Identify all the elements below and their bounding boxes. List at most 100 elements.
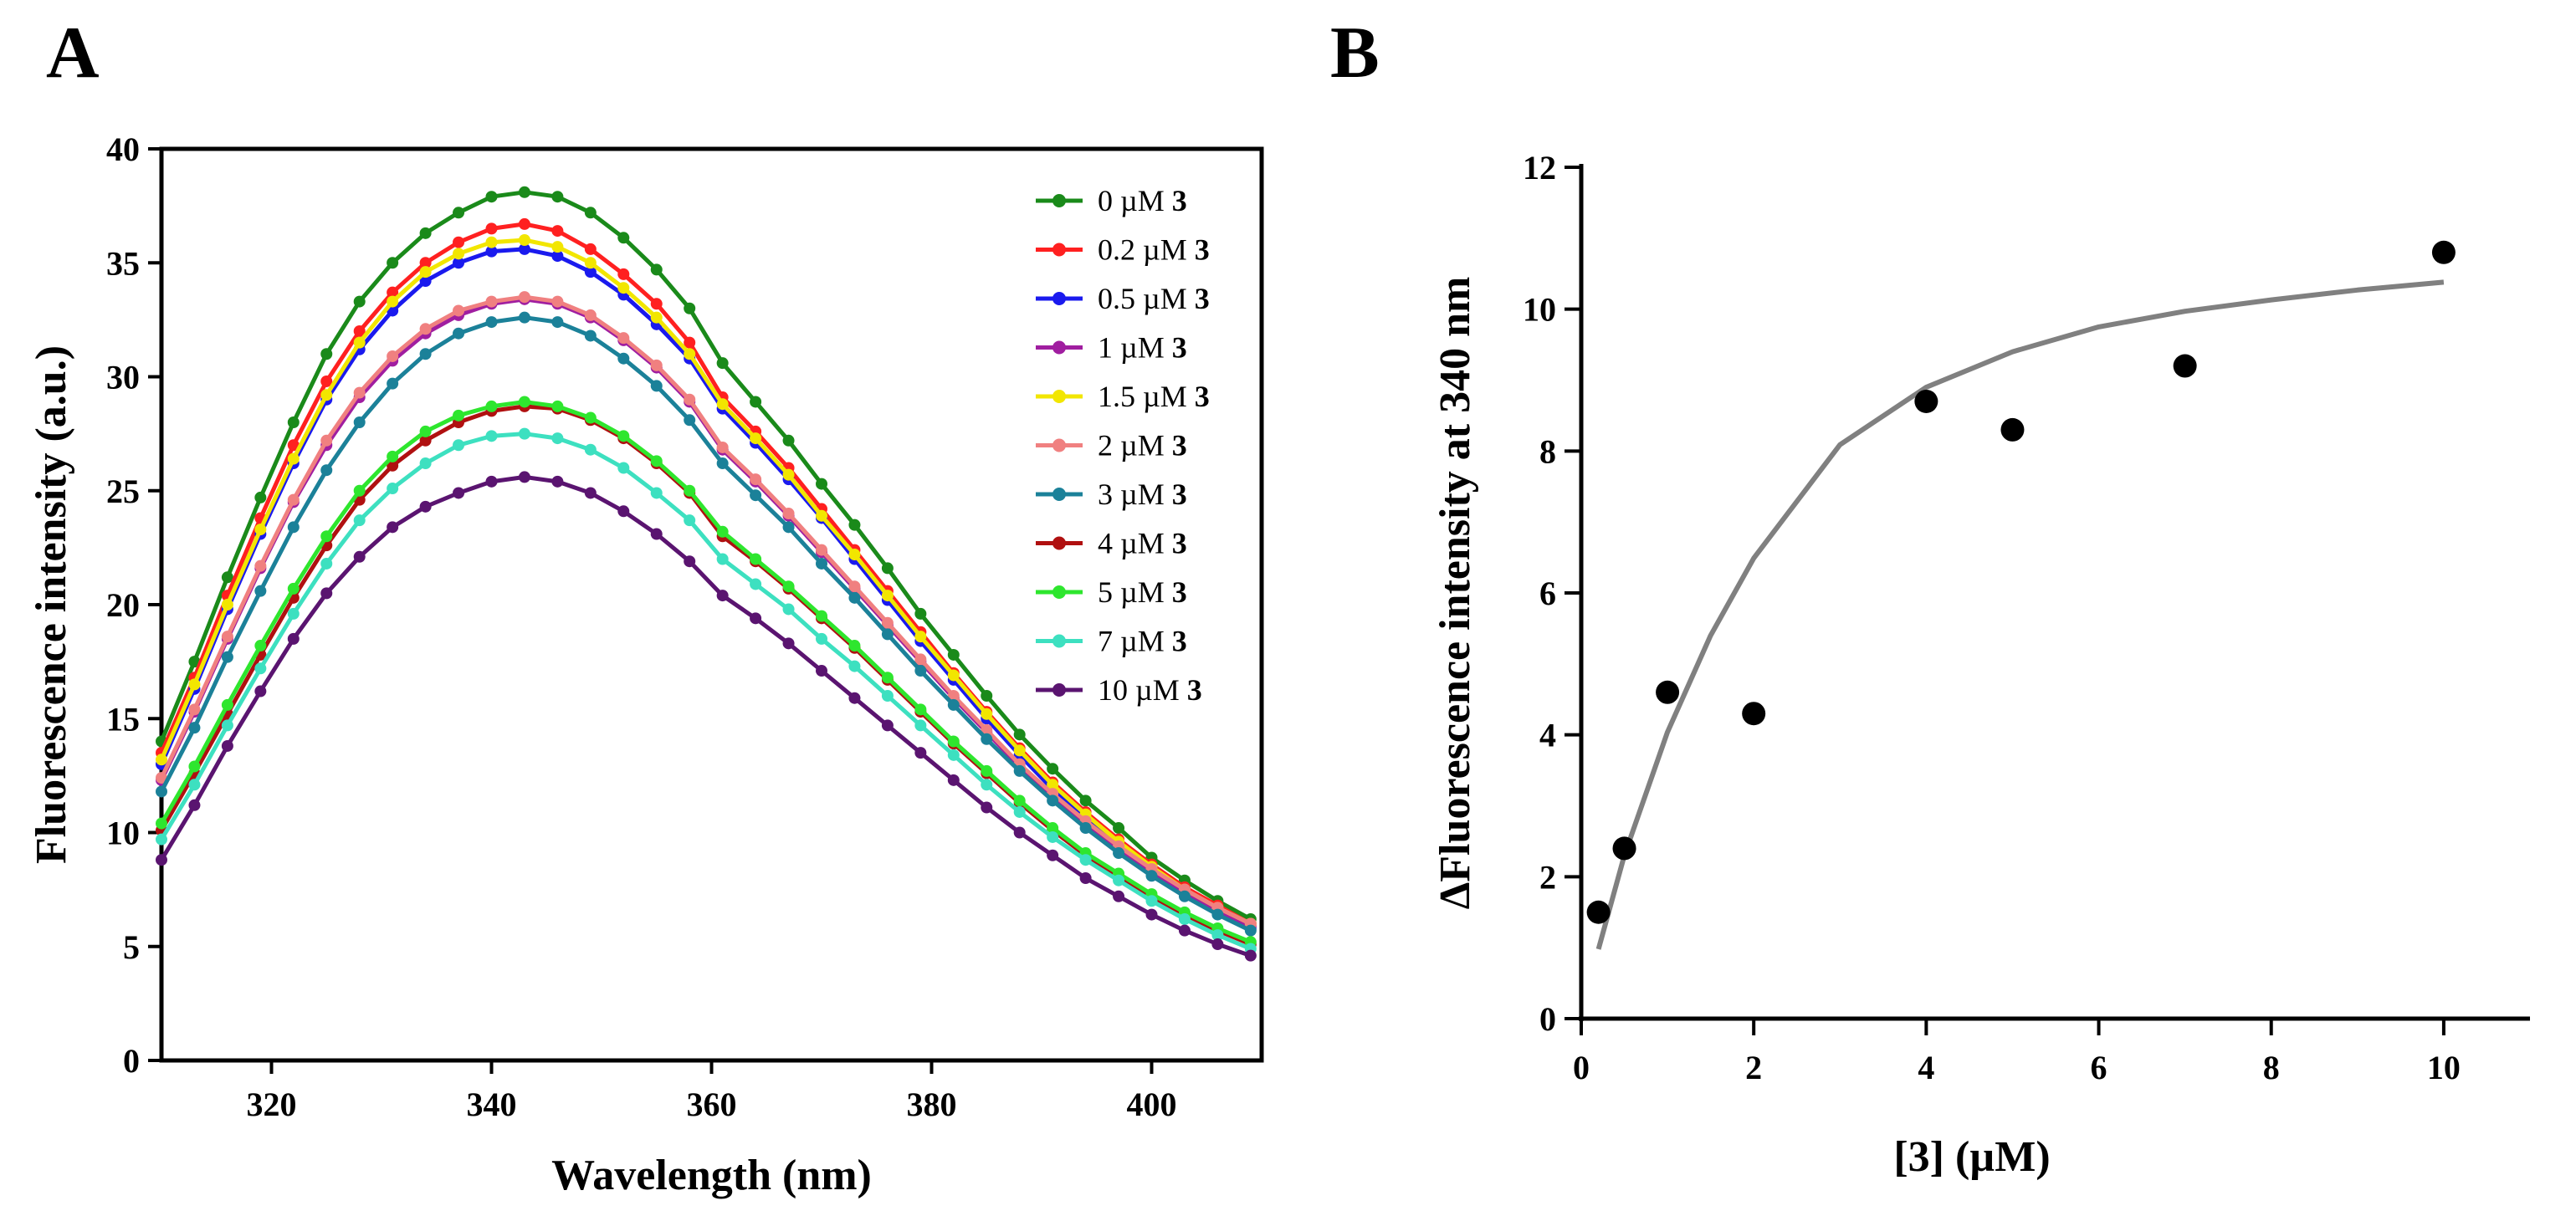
- data-point: [914, 703, 927, 716]
- data-point: [816, 509, 827, 522]
- y-tick-label: 15: [106, 700, 140, 738]
- data-point: [221, 698, 233, 711]
- data-point: [750, 578, 762, 590]
- legend-item: 1.5 µM 3: [1036, 380, 1210, 413]
- data-point: [1211, 908, 1224, 921]
- data-point: [353, 514, 366, 527]
- data-point: [518, 186, 530, 198]
- data-point: [981, 779, 993, 791]
- legend-series-name: 4 µM: [1098, 527, 1172, 560]
- data-point: [156, 785, 167, 798]
- data-point: [1013, 764, 1026, 777]
- data-point: [188, 656, 201, 668]
- data-point: [617, 352, 630, 365]
- data-point: [353, 550, 366, 563]
- data-point: [848, 640, 861, 652]
- series-line: [159, 474, 1252, 958]
- data-point: [1013, 794, 1026, 807]
- data-point: [320, 464, 333, 477]
- data-point: [419, 257, 432, 269]
- data-point: [1211, 938, 1224, 951]
- data-point: [156, 854, 167, 866]
- legend-swatch-marker: [1052, 683, 1066, 697]
- data-point: [716, 398, 729, 411]
- data-point: [650, 298, 663, 310]
- legend-compound: 3: [1195, 233, 1210, 267]
- data-point: [848, 519, 861, 531]
- data-point: [981, 801, 993, 814]
- data-point: [617, 282, 630, 294]
- data-point: [914, 631, 927, 643]
- data-point: [353, 336, 366, 349]
- y-tick-label: 12: [1523, 149, 1556, 186]
- data-point: [1244, 924, 1257, 937]
- data-point: [684, 514, 696, 527]
- data-point: [1178, 913, 1191, 926]
- legend-label: 0.5 µM 3: [1098, 282, 1210, 315]
- legend-compound: 3: [1172, 184, 1187, 217]
- data-point: [453, 439, 465, 452]
- data-point: [287, 452, 300, 465]
- data-point: [848, 692, 861, 704]
- x-tick-label: 360: [687, 1086, 737, 1123]
- legend-item: 5 µM 3: [1036, 575, 1187, 609]
- data-point: [617, 268, 630, 280]
- data-point: [188, 779, 201, 791]
- data-point: [782, 434, 795, 447]
- x-axis-title: Wavelength (nm): [551, 1152, 872, 1199]
- data-point: [188, 722, 201, 734]
- data-point: [419, 227, 432, 239]
- legend-label: 3 µM 3: [1098, 478, 1187, 511]
- data-point: [1742, 702, 1766, 726]
- data-point: [1047, 849, 1059, 861]
- data-point: [453, 304, 465, 317]
- data-point: [221, 651, 233, 663]
- data-point: [387, 286, 399, 299]
- data-point: [1079, 822, 1092, 835]
- data-point: [881, 562, 894, 575]
- data-point: [287, 439, 300, 452]
- legend-item: 0 µM 3: [1036, 184, 1187, 217]
- data-point: [387, 295, 399, 308]
- data-point: [947, 774, 960, 786]
- data-point: [914, 607, 927, 620]
- y-tick-label: 10: [106, 815, 140, 852]
- y-tick-label: 40: [106, 130, 140, 168]
- data-point: [584, 443, 597, 456]
- data-point: [453, 257, 465, 269]
- series-10: [156, 471, 1257, 962]
- data-point: [287, 521, 300, 534]
- data-point: [981, 723, 993, 736]
- series-4: [156, 234, 1257, 930]
- data-point: [1047, 794, 1059, 807]
- y-axis-title: Fluorescence intensity (a.u.): [28, 345, 75, 864]
- x-tick-label: 380: [907, 1086, 957, 1123]
- data-point: [1145, 870, 1158, 882]
- data-point: [353, 295, 366, 308]
- legend-label: 0.2 µM 3: [1098, 233, 1210, 267]
- legend-swatch-marker: [1052, 585, 1066, 599]
- data-point: [254, 524, 267, 536]
- data-point: [750, 612, 762, 625]
- legend-compound: 3: [1172, 575, 1187, 609]
- y-tick-label: 8: [1539, 432, 1556, 470]
- data-point: [353, 325, 366, 337]
- y-tick-label: 6: [1539, 575, 1556, 612]
- data-point: [453, 327, 465, 340]
- data-point: [881, 616, 894, 629]
- x-tick-label: 400: [1127, 1086, 1177, 1123]
- x-tick-label: 2: [1745, 1049, 1762, 1086]
- data-point: [782, 468, 795, 481]
- data-point: [453, 248, 465, 260]
- data-point: [485, 316, 498, 329]
- data-point: [518, 243, 530, 255]
- data-point: [716, 553, 729, 565]
- data-point: [617, 462, 630, 474]
- data-point: [947, 749, 960, 761]
- data-point: [2000, 417, 2025, 442]
- data-point: [188, 703, 201, 716]
- data-point: [684, 302, 696, 314]
- fit-curve: [1595, 279, 2445, 950]
- data-point: [981, 733, 993, 745]
- data-point: [584, 266, 597, 278]
